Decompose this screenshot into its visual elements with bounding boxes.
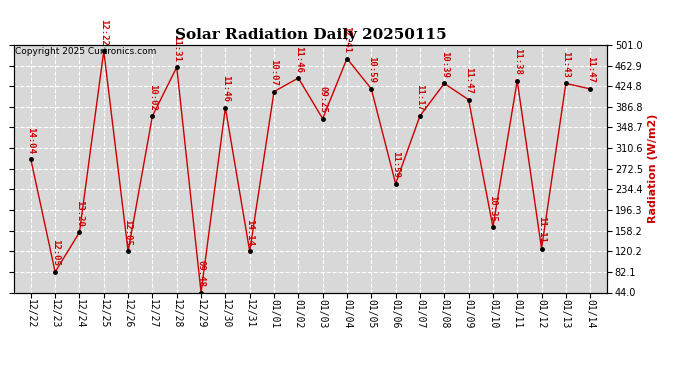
Text: 09:25: 09:25 bbox=[318, 86, 327, 113]
Text: 10:02: 10:02 bbox=[148, 84, 157, 110]
Text: 11:43: 11:43 bbox=[562, 51, 571, 78]
Text: 14:04: 14:04 bbox=[26, 127, 35, 154]
Text: 09:48: 09:48 bbox=[197, 260, 206, 287]
Text: 11:46: 11:46 bbox=[221, 75, 230, 102]
Text: 11:11: 11:11 bbox=[537, 216, 546, 243]
Text: 14:14: 14:14 bbox=[245, 219, 254, 246]
Text: 10:39: 10:39 bbox=[440, 51, 449, 78]
Text: 11:31: 11:31 bbox=[172, 35, 181, 62]
Text: 10:35: 10:35 bbox=[489, 195, 497, 221]
Y-axis label: Radiation (W/m2): Radiation (W/m2) bbox=[649, 114, 658, 224]
Text: 10:07: 10:07 bbox=[270, 59, 279, 86]
Text: 11:47: 11:47 bbox=[586, 56, 595, 83]
Text: 11:46: 11:46 bbox=[294, 46, 303, 72]
Text: 11:47: 11:47 bbox=[464, 67, 473, 94]
Text: 10:59: 10:59 bbox=[367, 56, 376, 83]
Text: 11:59: 11:59 bbox=[391, 151, 400, 178]
Text: Copyright 2025 Curtronics.com: Copyright 2025 Curtronics.com bbox=[15, 48, 157, 57]
Text: 12:05: 12:05 bbox=[50, 240, 59, 266]
Title: Solar Radiation Daily 20250115: Solar Radiation Daily 20250115 bbox=[175, 28, 446, 42]
Text: 12:22: 12:22 bbox=[99, 18, 108, 45]
Text: 11:17: 11:17 bbox=[415, 84, 424, 110]
Text: 12:41: 12:41 bbox=[342, 26, 351, 53]
Text: 11:38: 11:38 bbox=[513, 48, 522, 75]
Text: 13:20: 13:20 bbox=[75, 200, 84, 227]
Text: 12:05: 12:05 bbox=[124, 219, 132, 246]
